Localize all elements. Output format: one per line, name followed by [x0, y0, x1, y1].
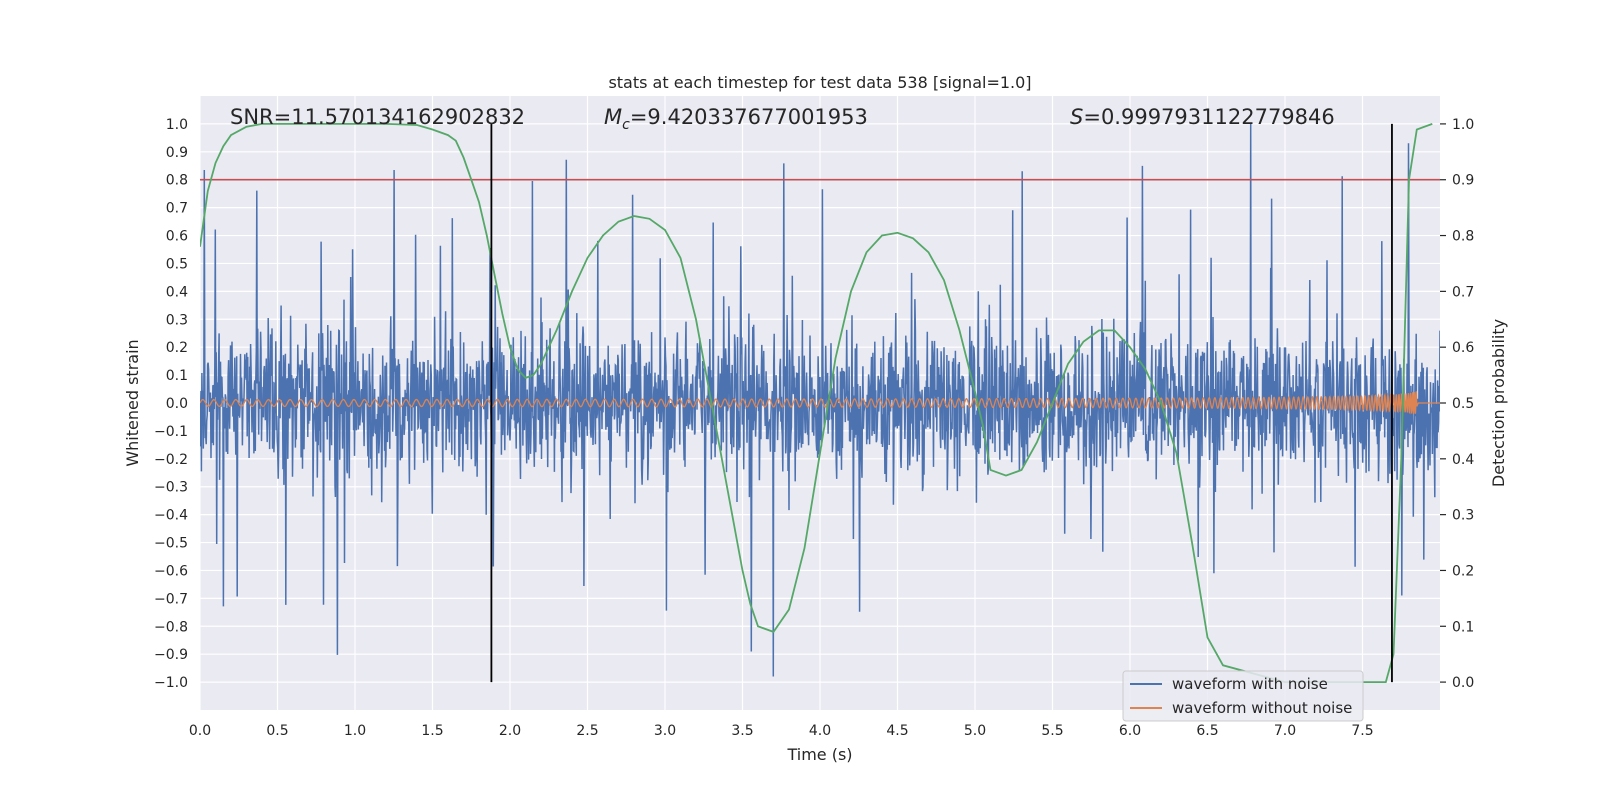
y-tick-label: 0.4 [166, 284, 188, 300]
x-axis-label: Time (s) [786, 745, 852, 764]
y-tick-label: 0.8 [166, 173, 188, 189]
right-tick-label: 1.0 [1452, 117, 1474, 133]
right-tick-label: 0.4 [1452, 452, 1474, 468]
chirp-mass-value: =9.420337677001953 [630, 105, 868, 129]
y-tick-label: −0.3 [154, 480, 188, 496]
right-axis-ticks: 1.0 0.9 0.8 0.7 0.6 0.5 0.4 0.3 0.2 0.1 0.0 [1440, 117, 1474, 691]
y-tick-label: −0.2 [154, 452, 188, 468]
x-tick-label: 6.5 [1196, 723, 1218, 739]
snr-annotation: SNR=11.570134162902832 [230, 105, 525, 129]
x-axis-ticks: 0.0 0.5 1.0 1.5 2.0 2.5 3.0 3.5 4.0 4.5 5.0 5.5 6.0 6… [189, 723, 1374, 739]
y-axis-label-right: Detection probability [1489, 319, 1508, 487]
y-tick-label: −0.8 [154, 619, 188, 635]
y-tick-label: 0.0 [166, 396, 188, 412]
right-tick-label: 0.0 [1452, 675, 1474, 691]
vertical-markers [490, 123, 1393, 683]
x-tick-label: 7.5 [1351, 723, 1373, 739]
legend-label-noise: waveform with noise [1172, 675, 1328, 693]
right-tick-label: 0.2 [1452, 563, 1474, 579]
chirp-mass-subscript: c [622, 117, 630, 133]
y-tick-label: 0.9 [166, 145, 188, 161]
y-tick-label: −0.1 [154, 424, 188, 440]
x-tick-label: 0.0 [189, 723, 211, 739]
x-tick-label: 6.0 [1119, 723, 1141, 739]
x-tick-label: 4.0 [809, 723, 831, 739]
chirp-mass-symbol: M [604, 105, 622, 129]
s-value: =0.9997931122779846 [1083, 105, 1334, 129]
x-tick-label: 2.5 [576, 723, 598, 739]
y-tick-label: 0.6 [166, 229, 188, 245]
y-tick-label: 0.1 [166, 368, 188, 384]
s-annotation: S=0.9997931122779846 [1070, 105, 1335, 129]
x-tick-label: 3.0 [654, 723, 676, 739]
right-tick-label: 0.1 [1452, 619, 1474, 635]
left-axis-ticks: 1.0 0.9 0.8 0.7 0.6 0.5 0.4 0.3 0.2 0.1 0.0 −0.1 −0.… [154, 117, 188, 691]
series-detection-probability [200, 123, 1433, 683]
y-tick-label: 0.5 [166, 256, 188, 272]
x-tick-label: 5.5 [1041, 723, 1063, 739]
chirp-mass-annotation: Mc=9.420337677001953 [604, 105, 868, 133]
s-symbol: S [1070, 105, 1083, 129]
legend: waveform with noise waveform without noi… [1122, 670, 1364, 722]
y-tick-label: −1.0 [154, 675, 188, 691]
series-waveform-with-noise [200, 123, 1440, 677]
y-tick-label: −0.7 [154, 591, 188, 607]
y-axis-label: Whitened strain [123, 339, 142, 466]
y-tick-label: 0.2 [166, 340, 188, 356]
chart-title: stats at each timestep for test data 538… [608, 73, 1031, 92]
y-tick-label: 0.3 [166, 312, 188, 328]
legend-box [1122, 670, 1364, 722]
x-tick-label: 0.5 [266, 723, 288, 739]
plot-area [200, 123, 1440, 683]
x-tick-label: 7.0 [1274, 723, 1296, 739]
right-tick-label: 0.9 [1452, 173, 1474, 189]
x-tick-label: 2.0 [499, 723, 521, 739]
y-tick-label: −0.9 [154, 647, 188, 663]
y-tick-label: 0.7 [166, 201, 188, 217]
y-tick-label: −0.4 [154, 508, 188, 524]
series-waveform-without-noise [200, 391, 1440, 415]
y-tick-label: −0.5 [154, 536, 188, 552]
x-tick-label: 3.5 [731, 723, 753, 739]
y-tick-label: −0.6 [154, 563, 188, 579]
x-tick-label: 5.0 [964, 723, 986, 739]
legend-label-clean: waveform without noise [1172, 699, 1352, 717]
right-tick-label: 0.6 [1452, 340, 1474, 356]
x-tick-label: 4.5 [886, 723, 908, 739]
right-tick-label: 0.5 [1452, 396, 1474, 412]
x-tick-label: 1.5 [421, 723, 443, 739]
right-tick-label: 0.8 [1452, 229, 1474, 245]
right-tick-label: 0.7 [1452, 284, 1474, 300]
right-tick-label: 0.3 [1452, 508, 1474, 524]
x-tick-label: 1.0 [344, 723, 366, 739]
y-tick-label: 1.0 [166, 117, 188, 133]
